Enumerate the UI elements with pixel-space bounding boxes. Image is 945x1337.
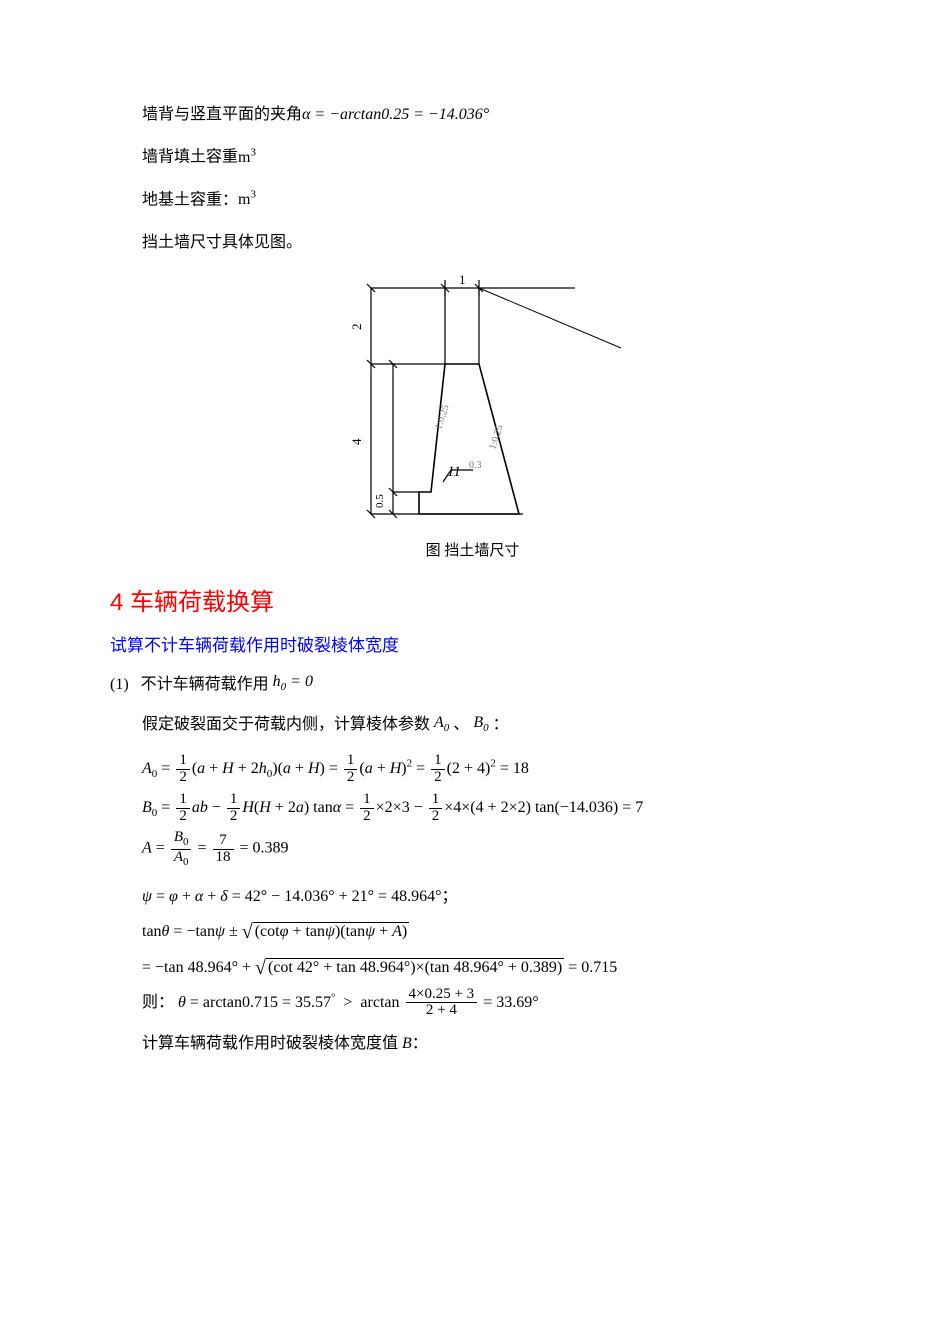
dim-slope-left: 1:0.25 [433,404,451,431]
section-4-heading: 4 车辆荷载换算 [110,582,835,617]
dim-upper-2: 2 [349,324,364,331]
dim-top-1: 1 [459,272,466,287]
eq-tantheta-result: 0.715 [581,959,617,976]
final-line-suffix: ： [412,1035,428,1052]
eq-theta: 则： θ = arctan0.715 = 35.57° > arctan 4×0… [142,987,835,1020]
eq-B0-result: 7 [635,799,643,816]
para-foundation-density: 地基土容重：m3 [110,185,835,216]
para-fill-density-label: 墙背填土容重 [142,149,238,166]
para-alpha-prefix: 墙背与竖直平面的夹角 [142,106,302,123]
final-line: 计算车辆荷载作用时破裂棱体宽度值 B： [110,1029,835,1059]
eq-tantheta-1: tanθ = −tanψ ± √(cotφ + tanψ)(tanψ + A) [142,915,835,945]
dim-lower-4: 4 [349,438,364,445]
dim-mid-11: 11 [447,464,461,480]
eq-psi-phi: 42° [245,888,267,905]
wall-svg: 1 2 4 0.5 11 0.3 1:0.25 1:0.25 [323,270,623,530]
unit-m3-2: m3 [238,191,256,208]
unit-m3-1: m³m3 [238,149,256,166]
para-alpha-expr: α = −arctan0.25 = −14.036° [302,106,489,123]
section-4-number: 4 [110,589,123,616]
eq-A-den: 18 [213,850,234,866]
eq-A-result: 0.389 [253,840,289,857]
para-fill-density: 墙背填土容重m³m3 [110,142,835,173]
dim-slope-right: 1:0.25 [487,424,505,451]
eq-A0: A0 = 12(a + H + 2h0)(a + H) = 12(a + H)2… [142,753,835,786]
eq-theta-prefix: 则： [142,994,174,1011]
eq-psi-result: 48.964° [391,888,441,905]
item-1-text: 不计车辆荷载作用 [141,676,269,693]
eq-psi-delta: 21° [352,888,374,905]
eq-psi: ψ = φ + α + δ = 42° − 14.036° + 21° = 48… [142,885,835,909]
para-alpha: 墙背与竖直平面的夹角α = −arctan0.25 = −14.036° [110,100,835,130]
final-line-var: B [402,1035,412,1052]
assume-suffix: ： [493,716,509,733]
subsection-title: 试算不计车辆荷载作用时破裂棱体宽度 [110,636,399,655]
equation-block: A0 = 12(a + H + 2h0)(a + H) = 12(a + H)2… [142,753,835,1019]
subsection-heading: 试算不计车辆荷载作用时破裂棱体宽度 [110,631,835,656]
eq-A-num: 7 [213,833,234,850]
eq-theta-fden: 2 + 4 [406,1003,478,1019]
eq-A: A = B0A0 = 718 = 0.389 [142,830,835,868]
eq-A0-result: 18 [513,760,529,777]
figure-caption: 图 挡土墙尺寸 [110,539,835,560]
dim-mid-03: 0.3 [469,460,482,471]
section-4-title: 车辆荷载换算 [130,589,274,616]
item-1: (1) 不计车辆荷载作用 h0 = 0 [110,670,835,696]
eq-tantheta-2: = −tan 48.964° + √(cot 42° + tan 48.964°… [142,951,835,981]
assume-prefix: 假定破裂面交于荷载内侧，计算棱体参数 [142,716,430,733]
final-line-text: 计算车辆荷载作用时破裂棱体宽度值 [142,1035,402,1052]
dim-step-05: 0.5 [374,494,386,508]
eq-theta-rhs: = 33.69° [483,994,538,1011]
para-see-figure: 挡土墙尺寸具体见图。 [110,228,835,258]
assume-sep: 、 [453,716,469,733]
figure-wall-dimensions: 1 2 4 0.5 11 0.3 1:0.25 1:0.25 [110,270,835,535]
eq-theta-fnum: 4×0.25 + 3 [406,987,478,1004]
para-foundation-density-label: 地基土容重： [142,191,238,208]
eq-B0: B0 = 12ab − 12H(H + 2a) tanα = 12×2×3 − … [142,792,835,825]
assume-line: 假定破裂面交于荷载内侧，计算棱体参数 A0 、 B0 ： [110,710,835,741]
item-1-num: (1) [110,676,129,693]
